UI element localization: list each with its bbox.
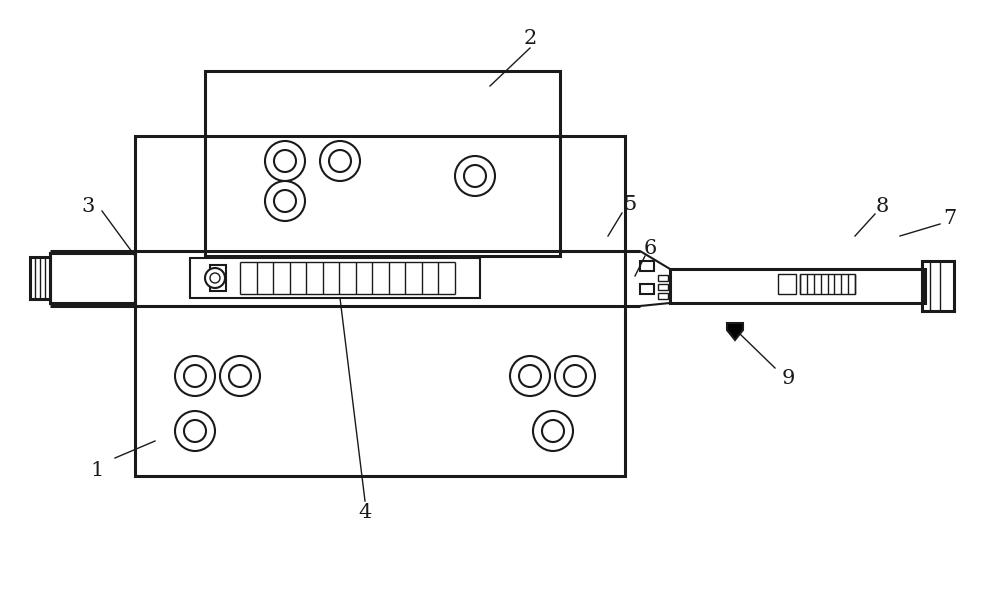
Bar: [190, 258, 480, 298]
Circle shape: [265, 181, 305, 221]
Text: 1: 1: [90, 461, 104, 480]
Circle shape: [320, 141, 360, 181]
Bar: [135, 136, 625, 476]
Bar: [640, 261, 654, 271]
Text: 7: 7: [943, 209, 957, 228]
Circle shape: [542, 420, 564, 442]
Circle shape: [555, 356, 595, 396]
Circle shape: [175, 356, 215, 396]
Circle shape: [175, 411, 215, 451]
Text: 5: 5: [623, 194, 637, 213]
Text: 8: 8: [875, 197, 889, 216]
Bar: [658, 275, 668, 281]
Circle shape: [464, 165, 486, 187]
Circle shape: [205, 268, 225, 288]
Circle shape: [329, 150, 351, 172]
Circle shape: [220, 356, 260, 396]
Bar: [670, 269, 925, 303]
Text: 2: 2: [523, 29, 537, 48]
Circle shape: [533, 411, 573, 451]
Polygon shape: [727, 323, 743, 340]
Bar: [210, 265, 226, 291]
Text: 9: 9: [781, 368, 795, 387]
Circle shape: [510, 356, 550, 396]
Bar: [658, 293, 668, 299]
Circle shape: [564, 365, 586, 387]
Circle shape: [184, 420, 206, 442]
Text: 3: 3: [81, 197, 95, 216]
Circle shape: [184, 365, 206, 387]
Bar: [778, 274, 796, 294]
Bar: [205, 71, 560, 256]
Bar: [30, 257, 50, 299]
Circle shape: [455, 156, 495, 196]
Bar: [922, 261, 954, 311]
Bar: [800, 274, 855, 294]
Circle shape: [274, 190, 296, 212]
Text: 4: 4: [358, 504, 372, 523]
Text: 6: 6: [643, 238, 657, 257]
Circle shape: [519, 365, 541, 387]
Bar: [640, 284, 654, 294]
Bar: [658, 284, 668, 290]
Circle shape: [229, 365, 251, 387]
Circle shape: [265, 141, 305, 181]
Circle shape: [274, 150, 296, 172]
Bar: [50, 253, 135, 303]
Circle shape: [210, 273, 220, 283]
